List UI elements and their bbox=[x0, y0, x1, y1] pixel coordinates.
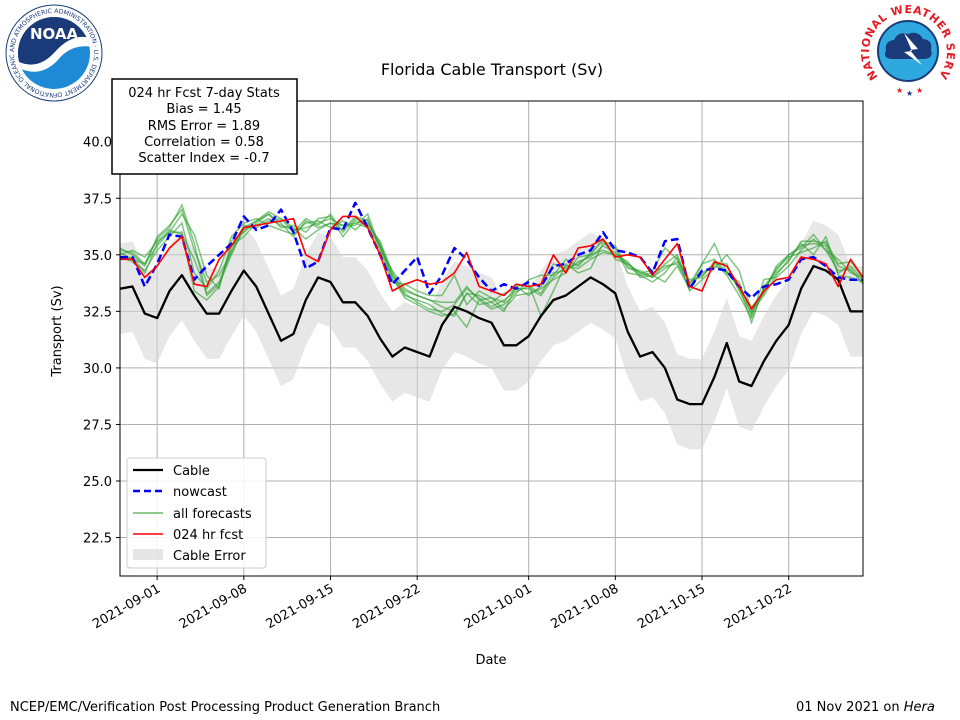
footer-date: 01 Nov 2021 on bbox=[796, 700, 904, 715]
legend-label: Cable bbox=[173, 464, 210, 479]
legend-label: nowcast bbox=[173, 485, 227, 500]
footer-left: NCEP/EMC/Verification Post Processing Pr… bbox=[10, 700, 441, 715]
y-tick-label: 22.5 bbox=[83, 532, 112, 547]
noaa-wordmark: NOAA bbox=[30, 25, 79, 43]
x-tick-label: 2021-10-01 bbox=[462, 581, 535, 632]
y-tick-label: 32.5 bbox=[83, 305, 112, 320]
y-tick-label: 25.0 bbox=[83, 475, 112, 490]
stats-line: Bias = 1.45 bbox=[166, 102, 241, 117]
star-icon: ★ bbox=[896, 86, 903, 95]
forecast-member-line bbox=[120, 208, 863, 316]
x-tick-label: 2021-09-08 bbox=[177, 581, 250, 632]
legend-label: all forecasts bbox=[173, 507, 252, 522]
y-tick-label: 37.5 bbox=[83, 192, 112, 207]
stats-line: RMS Error = 1.89 bbox=[148, 119, 260, 134]
x-tick-label: 2021-09-01 bbox=[90, 581, 163, 632]
x-tick-label: 2021-10-22 bbox=[722, 581, 795, 632]
noaa-logo: NATIONAL OCEANIC AND ATMOSPHERIC ADMINIS… bbox=[3, 3, 103, 102]
y-tick-label: 35.0 bbox=[83, 249, 112, 264]
plot-frame bbox=[119, 100, 864, 577]
legend-label: 024 hr fcst bbox=[173, 528, 243, 543]
legend-swatch-error bbox=[133, 549, 163, 560]
legend: Cable nowcast all forecasts 024 hr fcst … bbox=[126, 457, 267, 569]
forecast-member-line bbox=[120, 212, 863, 329]
stats-line: Correlation = 0.58 bbox=[144, 135, 264, 150]
stats-line: 024 hr Fcst 7-day Stats bbox=[128, 86, 280, 101]
x-tick-label: 2021-09-22 bbox=[350, 581, 423, 632]
x-tick-label: 2021-09-15 bbox=[264, 581, 337, 632]
chart-title: Florida Cable Transport (Sv) bbox=[381, 60, 603, 79]
x-tick-label: 2021-10-15 bbox=[635, 581, 708, 632]
y-axis: 22.5 25.0 27.5 30.0 32.5 35.0 37.5 40.0 bbox=[83, 136, 120, 547]
nws-logo: NATIONAL WEATHER SERVICE ★ ★ ★ bbox=[860, 3, 956, 98]
cable-line bbox=[120, 264, 863, 406]
y-tick-label: 30.0 bbox=[83, 362, 112, 377]
stats-box: 024 hr Fcst 7-day Stats Bias = 1.45 RMS … bbox=[111, 78, 298, 175]
star-icon: ★ bbox=[916, 86, 923, 95]
forecast-member-line bbox=[120, 213, 863, 318]
legend-label: Cable Error bbox=[173, 549, 246, 564]
star-icon: ★ bbox=[906, 89, 913, 98]
y-tick-label: 40.0 bbox=[83, 136, 112, 151]
x-tick-label: 2021-10-08 bbox=[548, 581, 621, 632]
footer-host: Hera bbox=[903, 700, 935, 715]
forecast-member-line bbox=[120, 210, 863, 319]
x-axis-label: Date bbox=[475, 653, 506, 668]
x-axis: 2021-09-01 2021-09-08 2021-09-15 2021-09-22… bbox=[90, 576, 795, 632]
y-tick-label: 27.5 bbox=[83, 418, 112, 433]
cable-error-band bbox=[120, 220, 863, 450]
stats-line: Scatter Index = -0.7 bbox=[138, 151, 269, 166]
y-axis-label: Transport (Sv) bbox=[50, 285, 65, 377]
fcst-24hr-line bbox=[120, 215, 863, 310]
footer-right: 01 Nov 2021 on Hera bbox=[796, 700, 935, 715]
